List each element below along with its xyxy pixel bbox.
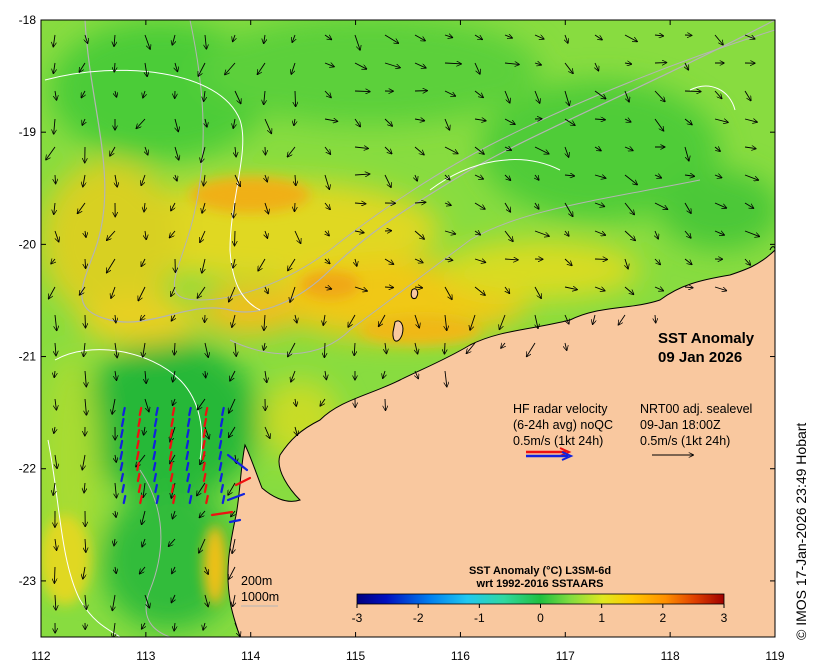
lon-tick-label: 114 [241,649,260,663]
longitude-axis: 112 113 114 115 116 117 118 119 [31,20,785,663]
sealevel-current-arrows [46,35,759,637]
sst-field [41,20,775,637]
lat-tick-label: -19 [19,125,37,139]
lon-tick-label: 113 [136,649,155,663]
svg-text:SST Anomaly (°C) L3SM-6d: SST Anomaly (°C) L3SM-6d [469,565,611,577]
lon-tick-label: 117 [556,649,575,663]
lon-tick-label: 118 [661,649,680,663]
lat-tick-label: -21 [19,350,37,364]
svg-text:wrt 1992-2016 SSTAARS: wrt 1992-2016 SSTAARS [476,578,604,590]
svg-text:(6-24h avg) noQC: (6-24h avg) noQC [513,418,613,432]
lon-tick-label: 119 [765,649,784,663]
isobath-200m [173,20,775,301]
isobath-1000m [81,20,775,323]
lat-tick-label: -18 [19,13,37,27]
isobath-label-200m: 200m [241,574,272,588]
latitude-axis: -18 -19 -20 -21 -22 -23 [19,13,775,588]
hf-radar-velocity-arrows [119,406,252,524]
colorbar-tick-label: 2 [659,611,666,625]
lon-tick-label: 116 [451,649,470,663]
lat-tick-label: -22 [19,462,37,476]
svg-text:NRT00 adj. sealevel: NRT00 adj. sealevel [640,402,752,416]
colorbar: SST Anomaly (°C) L3SM-6d wrt 1992-2016 S… [352,565,728,625]
colorbar-tick-label: 3 [721,611,728,625]
colorbar-gradient [356,593,725,605]
svg-text:HF radar velocity: HF radar velocity [513,402,608,416]
lat-tick-label: -20 [19,237,37,251]
svg-text:0.5m/s (1kt 24h): 0.5m/s (1kt 24h) [513,434,603,448]
plot-frame [40,19,776,638]
map-date: 09 Jan 2026 [658,349,742,366]
hf-radar-legend: HF radar velocity (6-24h avg) noQC 0.5m/… [513,402,613,461]
credit-text: © IMOS 17-Jan-2026 23:49 Hobart [793,422,809,640]
lat-tick-label: -23 [19,574,37,588]
lon-tick-label: 115 [346,649,365,663]
colorbar-tick-label: -2 [413,611,424,625]
isobath-label-1000m: 1000m [241,590,279,604]
svg-text:09-Jan 18:00Z: 09-Jan 18:00Z [640,418,721,432]
colorbar-tick-label: 0 [537,611,544,625]
svg-text:0.5m/s (1kt 24h): 0.5m/s (1kt 24h) [640,434,730,448]
sealevel-legend: NRT00 adj. sealevel 09-Jan 18:00Z 0.5m/s… [640,402,752,455]
map-title: SST Anomaly [658,330,755,347]
colorbar-tick-label: -3 [352,611,363,625]
colorbar-tick-label: 1 [598,611,605,625]
colorbar-tick-label: -1 [474,611,485,625]
lon-tick-label: 112 [31,649,50,663]
